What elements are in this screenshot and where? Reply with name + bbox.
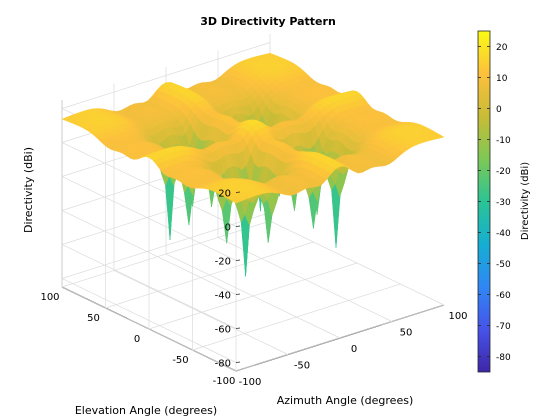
azimuth-tick-label: -50: [294, 361, 310, 372]
elevation-axis-ticks: -100 -50 0 50 100: [40, 292, 235, 387]
colorbar-tick-label: -50: [496, 260, 511, 270]
z-tick-label: -80: [215, 359, 231, 370]
colorbar-tick-label: 0: [496, 105, 502, 115]
surface-patch: [240, 213, 250, 277]
azimuth-tick-label: 50: [400, 328, 413, 339]
elevation-tick-label: -100: [213, 376, 236, 387]
colorbar-tick-label: -10: [496, 136, 511, 146]
elevation-axis-label: Elevation Angle (degrees): [75, 404, 217, 417]
elevation-tick-label: 100: [40, 292, 59, 303]
colorbar-tick-label: -40: [496, 229, 511, 239]
colorbar-label: Directivity (dBi): [520, 162, 531, 240]
z-tick-label: 0: [225, 223, 231, 234]
elevation-tick-label: 0: [134, 334, 140, 345]
azimuth-axis-ticks: -100 -50 0 50 100: [239, 311, 468, 388]
colorbar-tick-label: -60: [496, 291, 511, 301]
azimuth-tick-label: 0: [351, 344, 357, 355]
colorbar-tick-label: 20: [496, 43, 508, 53]
z-axis-ticks: -80 -60 -40 -20 0 20: [215, 189, 241, 370]
directivity-surface: [61, 52, 445, 277]
z-axis-label: Directivity (dBi): [22, 147, 35, 233]
azimuth-tick-label: -100: [239, 377, 262, 388]
z-tick-label: -20: [215, 257, 231, 268]
z-tick-label: -60: [215, 325, 231, 336]
azimuth-tick-label: 100: [448, 311, 467, 322]
z-tick-label: -40: [215, 291, 231, 302]
colorbar-ticks: -80 -70 -60 -50 -40 -30 -20 -10 0 10 20: [478, 43, 511, 363]
azimuth-axis-label: Azimuth Angle (degrees): [277, 394, 414, 407]
z-tick-label: 20: [218, 189, 231, 200]
surface-patch: [231, 198, 241, 204]
colorbar-tick-label: 10: [496, 74, 508, 84]
colorbar-tick-label: -80: [496, 353, 511, 363]
colorbar-tick-label: -70: [496, 322, 511, 332]
colorbar-tick-label: -30: [496, 198, 511, 208]
elevation-tick-label: 50: [87, 313, 100, 324]
colorbar-tick-label: -20: [496, 167, 511, 177]
chart-title: 3D Directivity Pattern: [200, 15, 336, 28]
elevation-tick-label: -50: [172, 355, 188, 366]
